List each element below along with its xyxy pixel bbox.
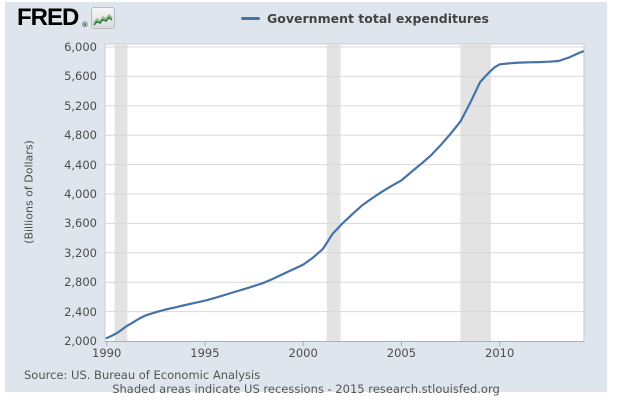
recessions-note: Shaded areas indicate US recessions - 20… <box>112 382 500 396</box>
fred-logo-text: FRED <box>17 4 79 31</box>
x-tick-label: 2000 <box>288 346 318 360</box>
y-tick-label: 3,600 <box>64 216 97 231</box>
y-tick-label: 2,400 <box>64 304 97 319</box>
source-attribution: Source: US. Bureau of Economic Analysis <box>24 368 261 382</box>
y-tick-label: 4,400 <box>64 157 97 172</box>
y-tick-label: 4,000 <box>64 187 97 201</box>
y-tick-label: 5,200 <box>64 98 97 113</box>
x-tick-label: 2005 <box>386 346 417 360</box>
x-tick-label: 1995 <box>190 346 220 360</box>
y-tick-label: 4,800 <box>64 128 97 143</box>
x-tick-label: 1990 <box>92 346 122 360</box>
registered-trademark-icon: ® <box>81 21 89 29</box>
legend-series-label: Government total expenditures <box>267 11 489 26</box>
x-tick-label: 2010 <box>485 346 515 360</box>
fred-logo: FRED ® <box>17 4 116 31</box>
y-tick-label: 2,800 <box>64 275 97 290</box>
y-tick-label: 2,000 <box>64 334 97 348</box>
chart-legend: Government total expenditures <box>241 11 489 26</box>
y-tick-label: 6,000 <box>64 40 97 54</box>
y-tick-label: 3,200 <box>64 245 97 260</box>
y-tick-label: 5,600 <box>64 69 97 84</box>
legend-line-swatch <box>241 17 261 20</box>
fred-sparkline-icon <box>91 7 116 29</box>
